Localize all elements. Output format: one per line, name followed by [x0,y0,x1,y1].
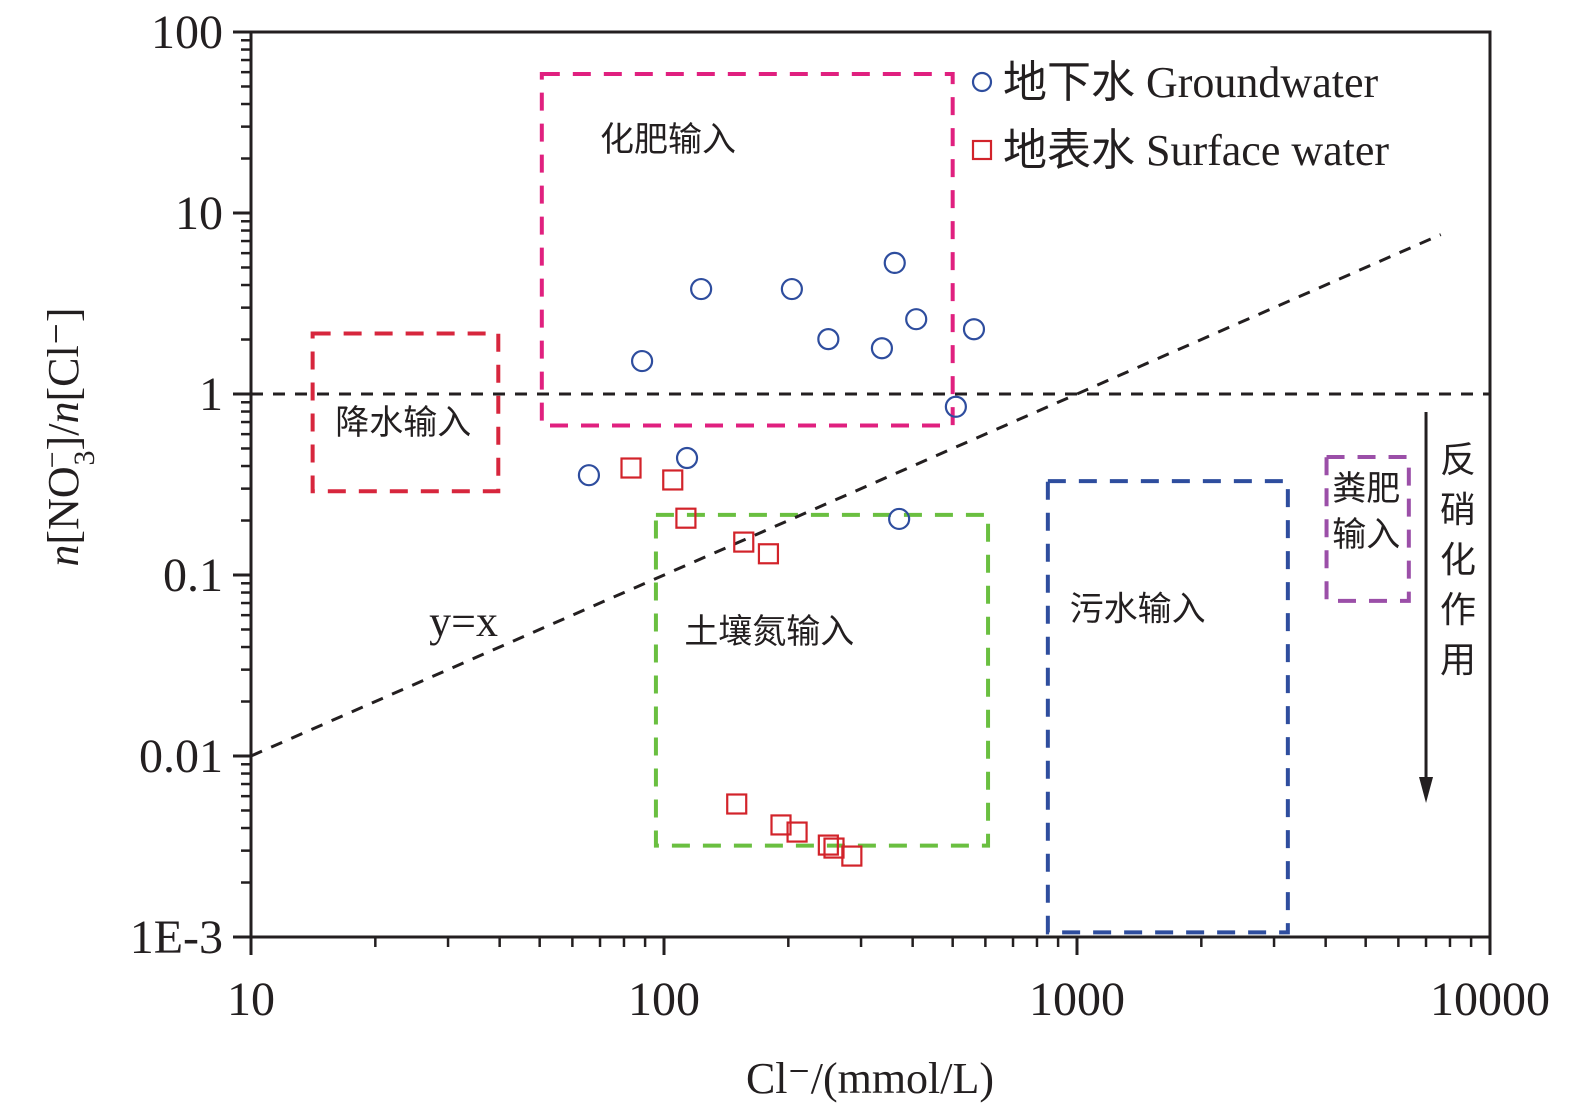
groundwater-point [577,464,601,487]
y-label-part3: [Cl⁻] [39,307,88,401]
denitrification-label-char: 作 [1440,590,1476,631]
groundwater-point [675,446,699,470]
region-box [1045,479,1290,935]
surface-water-point [675,507,697,529]
region-label: 降水输入 [335,403,471,443]
surface-water-point [662,469,684,491]
y-tick-label: 0.1 [163,549,223,602]
region-label: 污水输入 [1070,590,1206,630]
y-tick-label: 0.01 [139,730,223,783]
points-layer [577,251,986,867]
surface-water-point [726,793,748,815]
y-equals-x-label: y=x [429,597,498,646]
groundwater-point [905,308,928,331]
legend: 地下水 Groundwater 地表水 Surface water [971,58,1389,175]
y-axis-label: n[NO−3]/n[Cl⁻] [36,307,101,566]
region-box [1324,454,1411,603]
arrow-down-icon [1419,776,1434,803]
denitrification-label-char: 化 [1440,540,1476,581]
surface-water-point [620,457,642,479]
surface-water-point [823,837,845,859]
groundwater-point [888,507,911,531]
region-box [539,72,955,428]
surface-water-point [841,845,863,867]
y-label-part1: [NO [39,466,88,544]
denitrification-label-char: 硝 [1440,490,1476,531]
groundwater-point [690,277,713,301]
y-tick-label: 1 [199,368,223,421]
groundwater-point [944,395,967,418]
region-label: 输入 [1332,515,1400,555]
region-box [653,512,991,848]
surface-water-point [770,814,792,836]
y-equals-x-line [250,233,1442,758]
groundwater-point [780,277,803,301]
x-tick-label: 10000 [1430,973,1550,1026]
y-tick-label: 100 [151,6,223,59]
legend-circle-icon [971,71,993,93]
groundwater-point [870,337,894,360]
y-tick-label: 1E-3 [130,911,223,964]
x-axis-label: Cl⁻/(mmol/L) [746,1054,994,1103]
surface-water-point [786,821,808,843]
region-label: 化肥输入 [600,120,736,160]
groundwater-point [883,251,906,275]
surface-water-point [757,543,780,565]
x-tick-label: 100 [628,973,700,1026]
y-label-part2: ]/ [39,423,88,451]
legend-label: 地表水 Surface water [1003,126,1389,175]
surface-water-point [817,834,839,856]
denitrification-label-char: 用 [1440,640,1476,681]
legend-label: 地下水 Groundwater [1003,58,1378,107]
y-label-prefix: n [39,545,88,567]
plot-frame [249,30,1492,939]
y-label-sub: 3 [68,450,101,465]
surface-water-point [733,531,755,553]
groundwater-point [630,349,654,373]
region-box [310,331,501,494]
labels-layer: Cl⁻/(mmol/L) n[NO−3]/n[Cl⁻] [36,307,994,1103]
groundwater-point [962,318,986,341]
legend-square-icon [971,139,993,161]
y-label-mid: n [39,402,88,424]
groundwater-point [817,328,840,351]
x-tick-label: 1000 [1029,973,1125,1026]
region-label: 土壤氮输入 [684,612,854,652]
region-label: 粪肥 [1332,469,1400,509]
y-label-sup: − [36,451,69,468]
denitrification-label-char: 反 [1440,440,1476,481]
y-tick-label: 10 [175,187,223,240]
x-tick-label: 10 [227,973,275,1026]
